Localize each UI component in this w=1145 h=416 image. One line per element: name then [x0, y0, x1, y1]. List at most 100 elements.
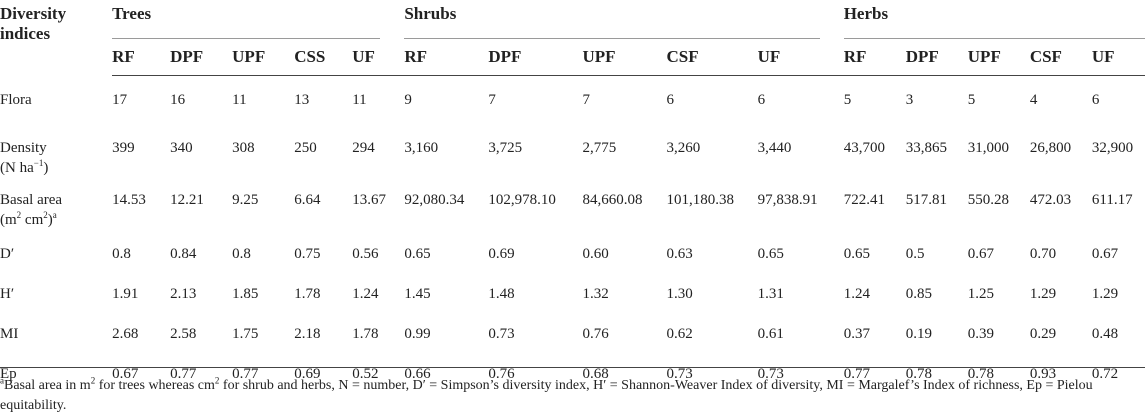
- table-cell: 1.24: [843, 285, 870, 302]
- group-trees: Trees: [112, 0, 404, 39]
- table-cell: 0.37: [843, 325, 870, 342]
- table-cell: 0.69: [294, 365, 321, 382]
- table-cell: 33,865: [905, 139, 947, 156]
- col-trees-dpf-header: DPF: [170, 39, 233, 76]
- table-cell: 3: [905, 92, 914, 108]
- table-cell: 0.39: [967, 325, 995, 342]
- table-cell: 1.48: [488, 285, 515, 302]
- table-cell: 0.73: [488, 325, 515, 342]
- table-cell: 0.48: [1091, 325, 1119, 342]
- table-cell: 517.81: [905, 191, 947, 208]
- table-cell: 1.78: [294, 285, 321, 302]
- row-label: D′: [0, 245, 15, 262]
- table-cell: 0.75: [294, 245, 321, 262]
- row-label: Ep: [0, 365, 17, 382]
- table-cell: 101,180.38: [666, 191, 735, 208]
- table-cell: 0.8: [232, 245, 251, 262]
- table-cell: 102,978.10: [488, 191, 556, 208]
- table-cell: 399: [112, 139, 135, 156]
- col-trees-upf-header: UPF: [232, 39, 295, 76]
- table-cell: 340: [170, 139, 193, 156]
- table-cell: 0.65: [843, 245, 870, 262]
- table-cell: 6: [757, 92, 766, 108]
- table-cell: 2,775: [582, 139, 617, 156]
- table-cell: 1.29: [1029, 285, 1057, 302]
- table-cell: 0.73: [666, 365, 693, 382]
- table-cell: 13: [294, 92, 310, 108]
- table-body: Flora 17 16 11 13 11 9 7 7 6 6 5 3 5 4 6 Density (N ha−1)…: [0, 76, 1145, 396]
- table-cell: 250: [294, 139, 317, 156]
- table-cell: 32,900: [1091, 139, 1134, 156]
- table-cell: 26,800: [1029, 139, 1072, 156]
- table-cell: 0.77: [232, 365, 259, 382]
- table-cell: 0.8: [112, 245, 131, 262]
- col-shrubs-upf-header: UPF: [582, 39, 667, 76]
- table-cell: 0.68: [582, 365, 609, 382]
- table-cell: 0.70: [1029, 245, 1057, 262]
- table-row: MI 2.68 2.58 1.75 2.18 1.78 0.99 0.73 0.76 0.62 0.…: [0, 316, 1145, 356]
- group-herbs: Herbs: [843, 0, 1145, 39]
- row-label: H′: [0, 285, 15, 302]
- col-shrubs-dpf-header: DPF: [488, 39, 583, 76]
- table-row: D′ 0.8 0.84 0.8 0.75 0.56 0.65 0.69 0.60 0.63 0.65…: [0, 236, 1145, 276]
- table-cell: 0.60: [582, 245, 609, 262]
- table-cell: 1.29: [1091, 285, 1119, 302]
- row-label: MI: [0, 325, 19, 342]
- table-cell: 0.69: [488, 245, 515, 262]
- table-cell: 0.78: [905, 365, 932, 382]
- table-cell: 1.30: [666, 285, 693, 302]
- group-header-row: Diversity indices Trees Shrubs Herbs: [0, 0, 1145, 43]
- table-cell: 1.31: [757, 285, 784, 302]
- table-cell: 3,260: [666, 139, 701, 156]
- table-cell: 1.24: [352, 285, 379, 302]
- table-cell: 0.66: [404, 365, 431, 382]
- table-cell: 7: [582, 92, 590, 108]
- row-label: Density (N ha−1): [0, 139, 49, 176]
- table-cell: 0.84: [170, 245, 197, 262]
- table-footnote: aBasal area in m2 for trees whereas cm2 …: [0, 367, 1145, 416]
- row-label: Basal area (m2 cm2)a: [0, 191, 63, 228]
- table-cell: 12.21: [170, 191, 204, 208]
- table-cell: 43,700: [843, 139, 885, 156]
- table-cell: 611.17: [1091, 191, 1133, 208]
- table-cell: 0.56: [352, 245, 379, 262]
- table-cell: 14.53: [112, 191, 146, 208]
- table-cell: 11: [232, 92, 247, 108]
- table-cell: 92,080.34: [404, 191, 465, 208]
- row-label: Flora: [0, 91, 32, 108]
- table-cell: 294: [352, 139, 375, 156]
- group-shrubs: Shrubs: [404, 0, 843, 39]
- table-cell: 0.78: [967, 365, 995, 382]
- table-row: Basal area (m2 cm2)a 14.53 12.21 9.25 6.64 13.…: [0, 182, 1145, 236]
- table-row: Flora 17 16 11 13 11 9 7 7 6 6 5 3 5 4 6: [0, 76, 1145, 130]
- table-cell: 0.73: [757, 365, 784, 382]
- table-cell: 1.45: [404, 285, 431, 302]
- table-cell: 3,160: [404, 139, 439, 156]
- table-cell: 5: [843, 92, 852, 108]
- table-cell: 0.63: [666, 245, 693, 262]
- table-cell: 31,000: [967, 139, 1010, 156]
- col-herbs-rf-header: RF: [843, 39, 906, 76]
- table-cell: 0.65: [757, 245, 784, 262]
- table-cell: 11: [352, 92, 367, 108]
- table-cell: 472.03: [1029, 191, 1072, 208]
- table-cell: 1.78: [352, 325, 379, 342]
- table-cell: 1.75: [232, 325, 259, 342]
- table-cell: 0.62: [666, 325, 693, 342]
- table-cell: 9: [404, 92, 412, 108]
- table-row: Ep 0.67 0.77 0.77 0.69 0.52 0.66 0.76 0.68 0.73 0.…: [0, 356, 1145, 396]
- table-cell: 0.76: [488, 365, 515, 382]
- table-cell: 0.29: [1029, 325, 1057, 342]
- table-cell: 1.85: [232, 285, 259, 302]
- table-cell: 3,440: [757, 139, 792, 156]
- col-herbs-upf-header: UPF: [967, 39, 1030, 76]
- table-cell: 16: [170, 92, 186, 108]
- table-cell: 0.61: [757, 325, 784, 342]
- table-cell: 308: [232, 139, 255, 156]
- table-cell: 0.67: [967, 245, 995, 262]
- table-cell: 0.65: [404, 245, 431, 262]
- table-cell: 0.85: [905, 285, 932, 302]
- table-cell: 0.19: [905, 325, 932, 342]
- col-shrubs-rf-header: RF: [404, 39, 489, 76]
